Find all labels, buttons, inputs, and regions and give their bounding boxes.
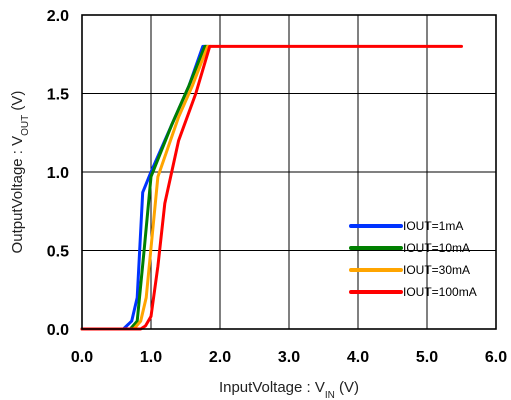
legend-label-1: IOUT=1mA — [403, 219, 463, 233]
x-tick-label: 6.0 — [485, 349, 507, 366]
legend: IOUT=1mA IOUT=10mA IOUT=30mA IOUT=100mA — [349, 219, 477, 299]
series-line-2 — [80, 44, 210, 331]
y-axis-title-unit: (V) — [9, 91, 26, 115]
legend-label-4: IOUT=100mA — [403, 285, 477, 299]
legend-label-2: IOUT=10mA — [403, 241, 470, 255]
y-tick-label: 2.0 — [47, 8, 69, 25]
x-axis-title: InputVoltage : VIN (V) — [219, 379, 359, 400]
series-line-3 — [80, 44, 212, 331]
tick-label-layer: 0.0 1.0 2.0 3.0 4.0 5.0 6.0 0.0 0.5 1.0 1.5 2.0 — [47, 8, 507, 366]
y-axis-title-subscript: OUT — [20, 115, 31, 136]
y-tick-label: 1.5 — [47, 87, 69, 104]
legend-label-3: IOUT=30mA — [403, 263, 470, 277]
x-tick-label: 4.0 — [347, 349, 369, 366]
plot-border — [81, 14, 497, 330]
series-line-4 — [80, 44, 463, 331]
x-axis-title-main: InputVoltage : V — [219, 379, 325, 396]
y-tick-label: 1.0 — [47, 165, 69, 182]
y-axis-title: OutputVoltage : VOUT (V) — [9, 91, 31, 254]
y-axis-title-main: OutputVoltage : V — [9, 136, 26, 254]
x-axis-title-subscript: IN — [325, 390, 335, 400]
x-tick-label: 1.0 — [140, 349, 162, 366]
x-tick-label: 3.0 — [278, 349, 300, 366]
series-layer — [80, 44, 463, 331]
x-tick-label: 2.0 — [209, 349, 231, 366]
x-tick-label: 0.0 — [71, 349, 93, 366]
x-tick-label: 5.0 — [416, 349, 438, 366]
y-tick-label: 0.0 — [47, 322, 69, 339]
x-axis-title-unit: (V) — [335, 379, 359, 396]
y-tick-label: 0.5 — [47, 244, 69, 261]
